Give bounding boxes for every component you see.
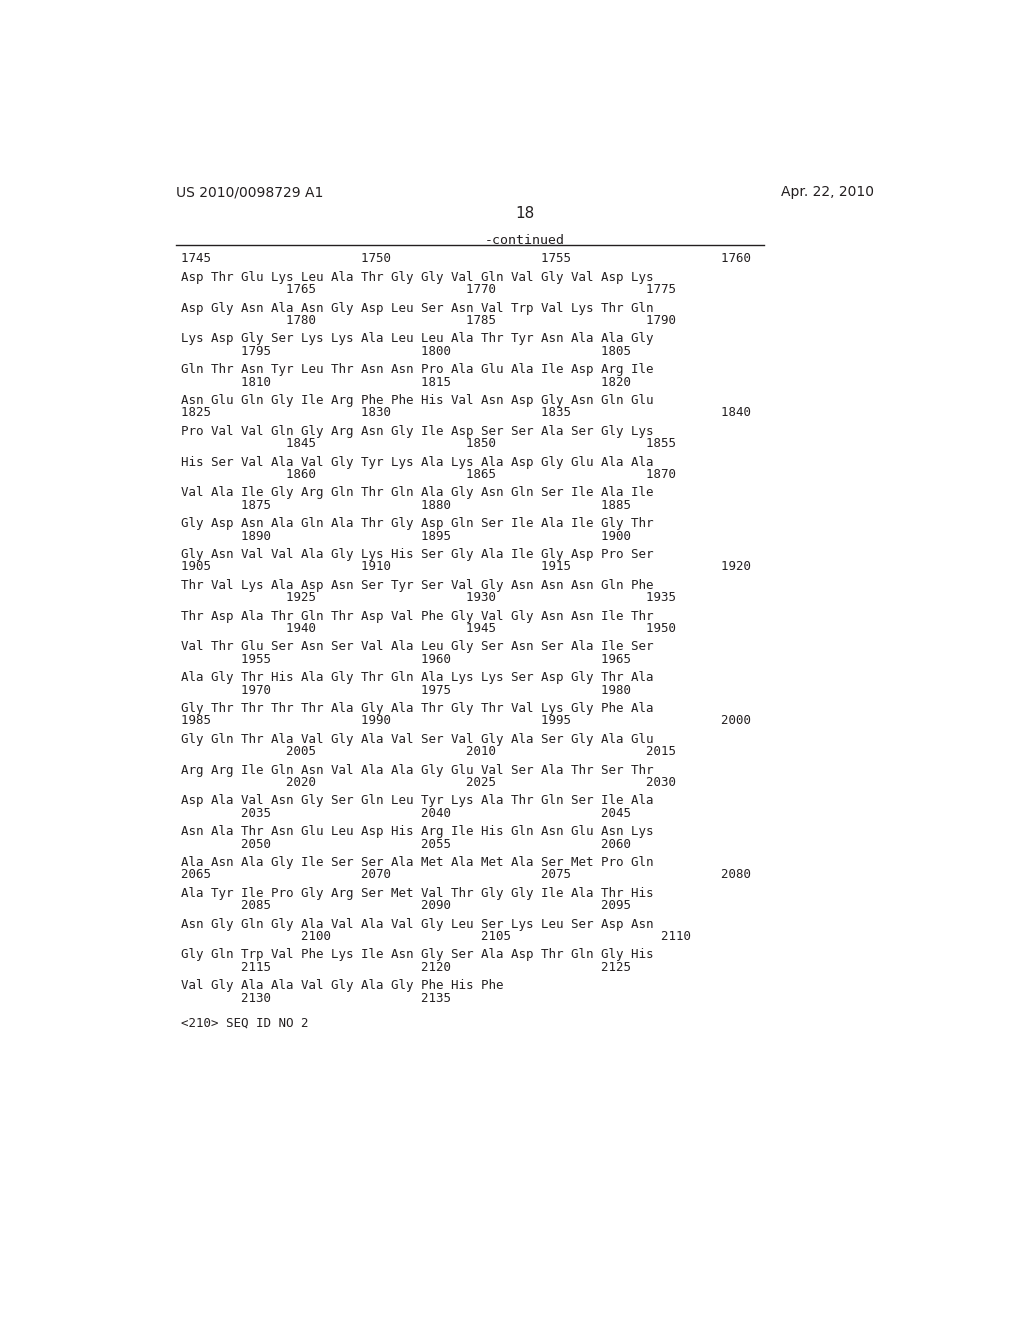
Text: Lys Asp Gly Ser Lys Lys Ala Leu Leu Ala Thr Tyr Asn Ala Ala Gly: Lys Asp Gly Ser Lys Lys Ala Leu Leu Ala … bbox=[180, 333, 653, 346]
Text: 1845                    1850                    1855: 1845 1850 1855 bbox=[180, 437, 676, 450]
Text: Val Gly Ala Ala Val Gly Ala Gly Phe His Phe: Val Gly Ala Ala Val Gly Ala Gly Phe His … bbox=[180, 979, 503, 993]
Text: Gly Thr Thr Thr Thr Ala Gly Ala Thr Gly Thr Val Lys Gly Phe Ala: Gly Thr Thr Thr Thr Ala Gly Ala Thr Gly … bbox=[180, 702, 653, 715]
Text: Gly Gln Trp Val Phe Lys Ile Asn Gly Ser Ala Asp Thr Gln Gly His: Gly Gln Trp Val Phe Lys Ile Asn Gly Ser … bbox=[180, 949, 653, 961]
Text: 2035                    2040                    2045: 2035 2040 2045 bbox=[180, 807, 631, 820]
Text: Asn Glu Gln Gly Ile Arg Phe Phe His Val Asn Asp Gly Asn Gln Glu: Asn Glu Gln Gly Ile Arg Phe Phe His Val … bbox=[180, 395, 653, 407]
Text: 2005                    2010                    2015: 2005 2010 2015 bbox=[180, 744, 676, 758]
Text: 18: 18 bbox=[515, 206, 535, 222]
Text: Gly Asp Asn Ala Gln Ala Thr Gly Asp Gln Ser Ile Ala Ile Gly Thr: Gly Asp Asn Ala Gln Ala Thr Gly Asp Gln … bbox=[180, 517, 653, 531]
Text: -continued: -continued bbox=[484, 234, 565, 247]
Text: 2065                    2070                    2075                    2080: 2065 2070 2075 2080 bbox=[180, 869, 751, 882]
Text: US 2010/0098729 A1: US 2010/0098729 A1 bbox=[176, 185, 324, 199]
Text: His Ser Val Ala Val Gly Tyr Lys Ala Lys Ala Asp Gly Glu Ala Ala: His Ser Val Ala Val Gly Tyr Lys Ala Lys … bbox=[180, 455, 653, 469]
Text: 1860                    1865                    1870: 1860 1865 1870 bbox=[180, 469, 676, 480]
Text: 1795                    1800                    1805: 1795 1800 1805 bbox=[180, 345, 631, 358]
Text: 1890                    1895                    1900: 1890 1895 1900 bbox=[180, 529, 631, 543]
Text: Thr Asp Ala Thr Gln Thr Asp Val Phe Gly Val Gly Asn Asn Ile Thr: Thr Asp Ala Thr Gln Thr Asp Val Phe Gly … bbox=[180, 610, 653, 623]
Text: 1985                    1990                    1995                    2000: 1985 1990 1995 2000 bbox=[180, 714, 751, 727]
Text: Thr Val Lys Ala Asp Asn Ser Tyr Ser Val Gly Asn Asn Asn Gln Phe: Thr Val Lys Ala Asp Asn Ser Tyr Ser Val … bbox=[180, 579, 653, 591]
Text: 1875                    1880                    1885: 1875 1880 1885 bbox=[180, 499, 631, 512]
Text: 2115                    2120                    2125: 2115 2120 2125 bbox=[180, 961, 631, 974]
Text: Val Thr Glu Ser Asn Ser Val Ala Leu Gly Ser Asn Ser Ala Ile Ser: Val Thr Glu Ser Asn Ser Val Ala Leu Gly … bbox=[180, 640, 653, 653]
Text: 2130                    2135: 2130 2135 bbox=[180, 991, 451, 1005]
Text: 1955                    1960                    1965: 1955 1960 1965 bbox=[180, 653, 631, 665]
Text: Gln Thr Asn Tyr Leu Thr Asn Asn Pro Ala Glu Ala Ile Asp Arg Ile: Gln Thr Asn Tyr Leu Thr Asn Asn Pro Ala … bbox=[180, 363, 653, 376]
Text: Gly Gln Thr Ala Val Gly Ala Val Ser Val Gly Ala Ser Gly Ala Glu: Gly Gln Thr Ala Val Gly Ala Val Ser Val … bbox=[180, 733, 653, 746]
Text: Pro Val Val Gln Gly Arg Asn Gly Ile Asp Ser Ser Ala Ser Gly Lys: Pro Val Val Gln Gly Arg Asn Gly Ile Asp … bbox=[180, 425, 653, 438]
Text: Ala Tyr Ile Pro Gly Arg Ser Met Val Thr Gly Gly Ile Ala Thr His: Ala Tyr Ile Pro Gly Arg Ser Met Val Thr … bbox=[180, 887, 653, 900]
Text: 1925                    1930                    1935: 1925 1930 1935 bbox=[180, 591, 676, 605]
Text: 1810                    1815                    1820: 1810 1815 1820 bbox=[180, 376, 631, 388]
Text: 1970                    1975                    1980: 1970 1975 1980 bbox=[180, 684, 631, 697]
Text: 1780                    1785                    1790: 1780 1785 1790 bbox=[180, 314, 676, 327]
Text: 2050                    2055                    2060: 2050 2055 2060 bbox=[180, 838, 631, 850]
Text: Asp Ala Val Asn Gly Ser Gln Leu Tyr Lys Ala Thr Gln Ser Ile Ala: Asp Ala Val Asn Gly Ser Gln Leu Tyr Lys … bbox=[180, 795, 653, 808]
Text: <210> SEQ ID NO 2: <210> SEQ ID NO 2 bbox=[180, 1016, 308, 1030]
Text: 1825                    1830                    1835                    1840: 1825 1830 1835 1840 bbox=[180, 407, 751, 420]
Text: 1905                    1910                    1915                    1920: 1905 1910 1915 1920 bbox=[180, 561, 751, 573]
Text: Apr. 22, 2010: Apr. 22, 2010 bbox=[780, 185, 873, 199]
Text: Ala Gly Thr His Ala Gly Thr Gln Ala Lys Lys Ser Asp Gly Thr Ala: Ala Gly Thr His Ala Gly Thr Gln Ala Lys … bbox=[180, 671, 653, 684]
Text: 1745                    1750                    1755                    1760: 1745 1750 1755 1760 bbox=[180, 252, 751, 265]
Text: Asp Thr Glu Lys Leu Ala Thr Gly Gly Val Gln Val Gly Val Asp Lys: Asp Thr Glu Lys Leu Ala Thr Gly Gly Val … bbox=[180, 271, 653, 284]
Text: 1765                    1770                    1775: 1765 1770 1775 bbox=[180, 284, 676, 296]
Text: 2020                    2025                    2030: 2020 2025 2030 bbox=[180, 776, 676, 789]
Text: 1940                    1945                    1950: 1940 1945 1950 bbox=[180, 622, 676, 635]
Text: Ala Asn Ala Gly Ile Ser Ser Ala Met Ala Met Ala Ser Met Pro Gln: Ala Asn Ala Gly Ile Ser Ser Ala Met Ala … bbox=[180, 857, 653, 869]
Text: Gly Asn Val Val Ala Gly Lys His Ser Gly Ala Ile Gly Asp Pro Ser: Gly Asn Val Val Ala Gly Lys His Ser Gly … bbox=[180, 548, 653, 561]
Text: Asn Ala Thr Asn Glu Leu Asp His Arg Ile His Gln Asn Glu Asn Lys: Asn Ala Thr Asn Glu Leu Asp His Arg Ile … bbox=[180, 825, 653, 838]
Text: 2100                    2105                    2110: 2100 2105 2110 bbox=[180, 929, 691, 942]
Text: Arg Arg Ile Gln Asn Val Ala Ala Gly Glu Val Ser Ala Thr Ser Thr: Arg Arg Ile Gln Asn Val Ala Ala Gly Glu … bbox=[180, 763, 653, 776]
Text: 2085                    2090                    2095: 2085 2090 2095 bbox=[180, 899, 631, 912]
Text: Asn Gly Gln Gly Ala Val Ala Val Gly Leu Ser Lys Leu Ser Asp Asn: Asn Gly Gln Gly Ala Val Ala Val Gly Leu … bbox=[180, 917, 653, 931]
Text: Asp Gly Asn Ala Asn Gly Asp Leu Ser Asn Val Trp Val Lys Thr Gln: Asp Gly Asn Ala Asn Gly Asp Leu Ser Asn … bbox=[180, 302, 653, 314]
Text: Val Ala Ile Gly Arg Gln Thr Gln Ala Gly Asn Gln Ser Ile Ala Ile: Val Ala Ile Gly Arg Gln Thr Gln Ala Gly … bbox=[180, 487, 653, 499]
